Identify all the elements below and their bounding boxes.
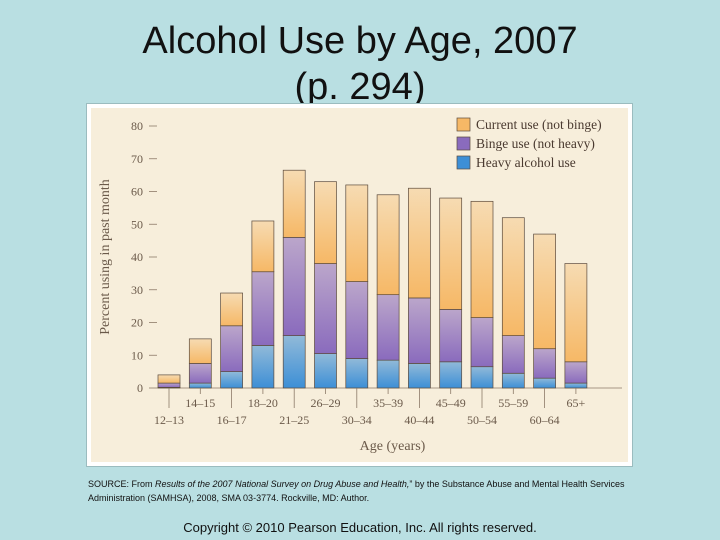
- bar-binge-use-not-heavy: [188, 363, 212, 384]
- x-tick-label: 16–17: [217, 413, 247, 427]
- bar-current-use-not-binge: [408, 187, 431, 299]
- legend-label: Current use (not binge): [476, 117, 602, 132]
- copyright-notice: Copyright © 2010 Pearson Education, Inc.…: [183, 520, 537, 535]
- bar-current-use-not-binge: [376, 194, 400, 296]
- y-tick-label: 60: [131, 185, 143, 199]
- x-tick-label: 45–49: [436, 396, 466, 410]
- bar-heavy-alcohol-use: [314, 353, 337, 389]
- x-tick-label: 60–64: [530, 413, 560, 427]
- y-tick-label: 10: [131, 348, 143, 362]
- legend-swatch: [456, 117, 471, 132]
- bar-binge-use-not-heavy: [376, 294, 400, 361]
- y-tick-label: 30: [131, 283, 143, 297]
- y-axis-label: Percent using in past month: [98, 179, 113, 335]
- bar-current-use-not-binge: [314, 181, 337, 264]
- x-tick-label: 14–15: [185, 396, 215, 410]
- bar-heavy-alcohol-use: [501, 372, 525, 389]
- x-tick-label: 40–44: [404, 413, 434, 427]
- y-tick-label: 20: [131, 316, 143, 330]
- x-tick-label: 18–20: [248, 396, 278, 410]
- bar-heavy-alcohol-use: [533, 377, 556, 389]
- bar-binge-use-not-heavy: [564, 361, 588, 384]
- bar-binge-use-not-heavy: [345, 281, 369, 359]
- source-note: SOURCE: From Results of the 2007 Nationa…: [88, 477, 648, 505]
- x-tick-label: 26–29: [311, 396, 341, 410]
- bar-current-use-not-binge: [157, 374, 181, 384]
- bar-heavy-alcohol-use: [188, 382, 212, 389]
- bar-heavy-alcohol-use: [376, 359, 400, 389]
- source-title: Results of the 2007 National Survey on D…: [155, 479, 410, 489]
- legend-swatch: [456, 136, 471, 151]
- y-tick-label: 70: [131, 152, 143, 166]
- bar-binge-use-not-heavy: [439, 309, 463, 363]
- bar-binge-use-not-heavy: [157, 382, 181, 388]
- bar-current-use-not-binge: [282, 169, 306, 238]
- source-prefix: SOURCE: From: [88, 479, 156, 489]
- x-tick-label: 35–39: [373, 396, 403, 410]
- x-tick-label: 21–25: [279, 413, 309, 427]
- bar-binge-use-not-heavy: [282, 237, 306, 336]
- bar-current-use-not-binge: [220, 292, 243, 327]
- bar-current-use-not-binge: [470, 200, 494, 318]
- chart-svg: 0 10 20 30 40 50 60 70 80 12–1314–1516–1718–2021…: [91, 108, 628, 462]
- bar-heavy-alcohol-use: [564, 382, 588, 389]
- bar-binge-use-not-heavy: [220, 325, 243, 372]
- bar-heavy-alcohol-use: [220, 371, 243, 389]
- x-tick-label: 12–13: [154, 413, 184, 427]
- bar-current-use-not-binge: [501, 217, 525, 336]
- bar-heavy-alcohol-use: [439, 361, 463, 389]
- chart-figure: 0 10 20 30 40 50 60 70 80 12–13 14–15 16–17 18–20 21…: [87, 104, 632, 466]
- bar-current-use-not-binge: [345, 184, 369, 282]
- bar-heavy-alcohol-use: [282, 335, 306, 389]
- title-area: Alcohol Use by Age, 2007 (p. 294): [0, 0, 720, 104]
- legend-swatch: [456, 155, 471, 170]
- bar-heavy-alcohol-use: [470, 366, 494, 389]
- bar-current-use-not-binge: [251, 220, 275, 273]
- bar-binge-use-not-heavy: [501, 335, 525, 374]
- bar-heavy-alcohol-use: [251, 345, 275, 389]
- legend-label: Binge use (not heavy): [476, 136, 595, 151]
- x-tick-label: 50–54: [467, 413, 497, 427]
- bar-binge-use-not-heavy: [251, 271, 275, 346]
- bar-current-use-not-binge: [533, 233, 556, 350]
- bar-heavy-alcohol-use: [345, 358, 369, 389]
- bar-binge-use-not-heavy: [314, 263, 337, 354]
- slide-title: Alcohol Use by Age, 2007 (p. 294): [142, 20, 578, 104]
- x-tick-label: 30–34: [342, 413, 372, 427]
- bar-binge-use-not-heavy: [533, 348, 556, 379]
- x-tick-label: 55–59: [498, 396, 528, 410]
- x-tick-label: 65+: [567, 396, 586, 410]
- y-tick-label: 0: [137, 381, 143, 395]
- bar-current-use-not-binge: [439, 197, 463, 310]
- y-tick-label: 80: [131, 119, 143, 133]
- bar-binge-use-not-heavy: [470, 317, 494, 368]
- y-tick-label: 40: [131, 250, 143, 264]
- bar-current-use-not-binge: [564, 263, 588, 363]
- y-tick-label: 50: [131, 217, 143, 231]
- source-suffix: ” by the Substance Abuse and Mental Heal…: [88, 479, 625, 503]
- bar-binge-use-not-heavy: [408, 297, 431, 364]
- bar-heavy-alcohol-use: [408, 363, 431, 389]
- x-axis-label: Age (years): [360, 439, 426, 454]
- bar-current-use-not-binge: [188, 338, 212, 364]
- legend-label: Heavy alcohol use: [476, 155, 576, 170]
